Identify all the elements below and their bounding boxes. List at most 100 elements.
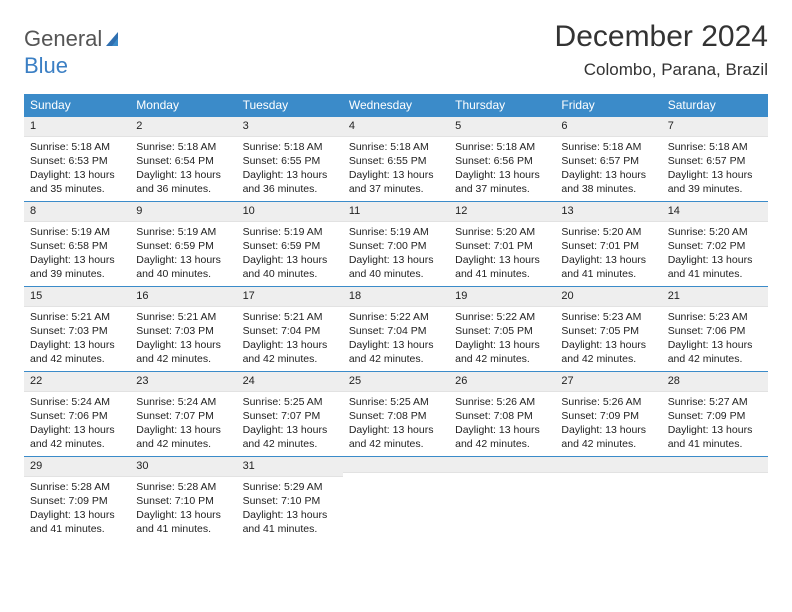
sunset-line: Sunset: 6:59 PM: [136, 239, 230, 253]
header: General Blue December 2024 Colombo, Para…: [24, 20, 768, 80]
logo-word-blue: Blue: [24, 53, 68, 78]
day-number: 29: [24, 457, 130, 477]
daylight-line: Daylight: 13 hours and 38 minutes.: [561, 168, 655, 196]
sunset-line: Sunset: 7:07 PM: [136, 409, 230, 423]
day-body: Sunrise: 5:18 AMSunset: 6:55 PMDaylight:…: [237, 137, 343, 201]
weekday-sunday: Sunday: [24, 94, 130, 117]
day-cell: [343, 457, 449, 542]
sunrise-line: Sunrise: 5:18 AM: [136, 140, 230, 154]
weekday-friday: Friday: [555, 94, 661, 117]
day-number: 19: [449, 287, 555, 307]
day-number: 10: [237, 202, 343, 222]
daylight-line: Daylight: 13 hours and 37 minutes.: [349, 168, 443, 196]
daylight-line: Daylight: 13 hours and 37 minutes.: [455, 168, 549, 196]
sunset-line: Sunset: 7:07 PM: [243, 409, 337, 423]
day-body: Sunrise: 5:18 AMSunset: 6:55 PMDaylight:…: [343, 137, 449, 201]
week-row: 15Sunrise: 5:21 AMSunset: 7:03 PMDayligh…: [24, 287, 768, 372]
day-number: 2: [130, 117, 236, 137]
sunset-line: Sunset: 6:55 PM: [349, 154, 443, 168]
day-cell: 11Sunrise: 5:19 AMSunset: 7:00 PMDayligh…: [343, 202, 449, 287]
sunset-line: Sunset: 6:57 PM: [561, 154, 655, 168]
daylight-line: Daylight: 13 hours and 42 minutes.: [243, 338, 337, 366]
day-body: [449, 473, 555, 523]
daylight-line: Daylight: 13 hours and 42 minutes.: [136, 423, 230, 451]
daylight-line: Daylight: 13 hours and 42 minutes.: [349, 423, 443, 451]
day-cell: 22Sunrise: 5:24 AMSunset: 7:06 PMDayligh…: [24, 372, 130, 457]
daylight-line: Daylight: 13 hours and 42 minutes.: [30, 338, 124, 366]
week-row: 1Sunrise: 5:18 AMSunset: 6:53 PMDaylight…: [24, 117, 768, 202]
sunset-line: Sunset: 7:08 PM: [349, 409, 443, 423]
day-number: 14: [662, 202, 768, 222]
sunrise-line: Sunrise: 5:18 AM: [243, 140, 337, 154]
day-body: Sunrise: 5:25 AMSunset: 7:07 PMDaylight:…: [237, 392, 343, 456]
day-cell: [662, 457, 768, 542]
sunrise-line: Sunrise: 5:23 AM: [668, 310, 762, 324]
day-cell: 21Sunrise: 5:23 AMSunset: 7:06 PMDayligh…: [662, 287, 768, 372]
sunrise-line: Sunrise: 5:27 AM: [668, 395, 762, 409]
day-body: Sunrise: 5:19 AMSunset: 7:00 PMDaylight:…: [343, 222, 449, 286]
daylight-line: Daylight: 13 hours and 40 minutes.: [243, 253, 337, 281]
day-number: 30: [130, 457, 236, 477]
day-body: Sunrise: 5:19 AMSunset: 6:59 PMDaylight:…: [130, 222, 236, 286]
day-cell: 20Sunrise: 5:23 AMSunset: 7:05 PMDayligh…: [555, 287, 661, 372]
day-number: 28: [662, 372, 768, 392]
sunset-line: Sunset: 7:05 PM: [561, 324, 655, 338]
location: Colombo, Parana, Brazil: [555, 60, 768, 80]
sunrise-line: Sunrise: 5:20 AM: [561, 225, 655, 239]
daylight-line: Daylight: 13 hours and 39 minutes.: [668, 168, 762, 196]
day-body: Sunrise: 5:28 AMSunset: 7:09 PMDaylight:…: [24, 477, 130, 541]
sunrise-line: Sunrise: 5:19 AM: [349, 225, 443, 239]
day-cell: 15Sunrise: 5:21 AMSunset: 7:03 PMDayligh…: [24, 287, 130, 372]
sunrise-line: Sunrise: 5:26 AM: [455, 395, 549, 409]
sunset-line: Sunset: 7:06 PM: [30, 409, 124, 423]
daylight-line: Daylight: 13 hours and 42 minutes.: [455, 338, 549, 366]
day-body: Sunrise: 5:20 AMSunset: 7:01 PMDaylight:…: [449, 222, 555, 286]
day-cell: 27Sunrise: 5:26 AMSunset: 7:09 PMDayligh…: [555, 372, 661, 457]
daylight-line: Daylight: 13 hours and 42 minutes.: [455, 423, 549, 451]
sunset-line: Sunset: 7:06 PM: [668, 324, 762, 338]
day-cell: 10 Sunrise: 5:19 AMSunset: 6:59 PMDayligh…: [237, 202, 343, 287]
sunset-line: Sunset: 6:55 PM: [243, 154, 337, 168]
day-body: Sunrise: 5:21 AMSunset: 7:03 PMDaylight:…: [130, 307, 236, 371]
sunset-line: Sunset: 6:59 PM: [243, 239, 337, 253]
sunrise-line: Sunrise: 5:18 AM: [349, 140, 443, 154]
week-row: 29Sunrise: 5:28 AMSunset: 7:09 PMDayligh…: [24, 457, 768, 542]
sunrise-line: Sunrise: 5:24 AM: [136, 395, 230, 409]
day-number: 12: [449, 202, 555, 222]
day-cell: 26Sunrise: 5:26 AMSunset: 7:08 PMDayligh…: [449, 372, 555, 457]
sunrise-line: Sunrise: 5:24 AM: [30, 395, 124, 409]
day-body: Sunrise: 5:24 AMSunset: 7:07 PMDaylight:…: [130, 392, 236, 456]
calendar: Sunday Monday Tuesday Wednesday Thursday…: [24, 94, 768, 542]
day-number: 21: [662, 287, 768, 307]
day-body: Sunrise: 5:22 AMSunset: 7:04 PMDaylight:…: [343, 307, 449, 371]
sunrise-line: Sunrise: 5:19 AM: [243, 225, 337, 239]
day-cell: [449, 457, 555, 542]
day-number: 1: [24, 117, 130, 137]
day-number: 26: [449, 372, 555, 392]
title-block: December 2024 Colombo, Parana, Brazil: [555, 20, 768, 80]
sunset-line: Sunset: 7:04 PM: [349, 324, 443, 338]
day-cell: 25Sunrise: 5:25 AMSunset: 7:08 PMDayligh…: [343, 372, 449, 457]
sunset-line: Sunset: 7:10 PM: [243, 494, 337, 508]
logo-text: General Blue: [24, 26, 124, 79]
daylight-line: Daylight: 13 hours and 36 minutes.: [136, 168, 230, 196]
day-cell: 1Sunrise: 5:18 AMSunset: 6:53 PMDaylight…: [24, 117, 130, 202]
day-number: 6: [555, 117, 661, 137]
sunrise-line: Sunrise: 5:18 AM: [455, 140, 549, 154]
day-cell: 6Sunrise: 5:18 AMSunset: 6:57 PMDaylight…: [555, 117, 661, 202]
logo: General Blue: [24, 26, 124, 79]
sunrise-line: Sunrise: 5:28 AM: [30, 480, 124, 494]
day-number: [343, 457, 449, 473]
daylight-line: Daylight: 13 hours and 42 minutes.: [561, 423, 655, 451]
day-body: Sunrise: 5:20 AMSunset: 7:02 PMDaylight:…: [662, 222, 768, 286]
sunrise-line: Sunrise: 5:23 AM: [561, 310, 655, 324]
daylight-line: Daylight: 13 hours and 41 minutes.: [136, 508, 230, 536]
sunset-line: Sunset: 7:03 PM: [136, 324, 230, 338]
weekday-wednesday: Wednesday: [343, 94, 449, 117]
weekday-row: Sunday Monday Tuesday Wednesday Thursday…: [24, 94, 768, 117]
day-cell: 5Sunrise: 5:18 AMSunset: 6:56 PMDaylight…: [449, 117, 555, 202]
day-body: [555, 473, 661, 523]
weekday-saturday: Saturday: [662, 94, 768, 117]
sunset-line: Sunset: 7:05 PM: [455, 324, 549, 338]
daylight-line: Daylight: 13 hours and 36 minutes.: [243, 168, 337, 196]
